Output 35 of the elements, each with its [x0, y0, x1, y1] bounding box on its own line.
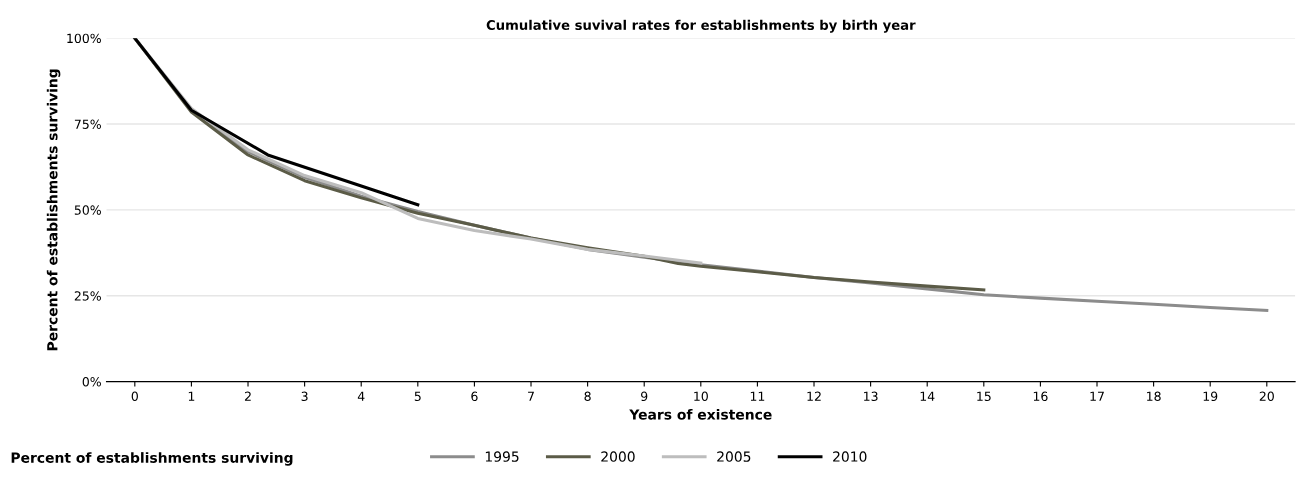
x-tick-label: 6	[471, 391, 478, 401]
x-tick-label: 19	[1203, 391, 1218, 401]
legend-label: 2005	[717, 451, 751, 462]
x-tick-label: 17	[1090, 391, 1104, 401]
text: Percent of establishments surviving	[11, 452, 293, 466]
x-tick-label: 1	[188, 391, 195, 401]
x-tick-label: 9	[641, 391, 648, 401]
y-tick-label: 0%	[82, 377, 101, 387]
x-tick-label: 11	[750, 391, 765, 401]
line-series	[133, 38, 420, 207]
x-tick-label: 12	[807, 391, 821, 401]
x-tick-label: 16	[1033, 391, 1048, 401]
y-tick-label: 75%	[74, 119, 101, 129]
x-tick-label: 18	[1147, 391, 1161, 401]
legend-label: 2000	[601, 451, 635, 462]
x-tick-label: 7	[528, 391, 534, 401]
y-tick-label: 100%	[67, 33, 101, 44]
x-tick-label: 2	[244, 391, 251, 401]
x-tick-label: 14	[920, 391, 935, 401]
y-tick-label: 25%	[74, 291, 101, 301]
x-tick-label: 3	[301, 391, 308, 401]
x-tick-label: 15	[977, 391, 991, 401]
x-tick-label: 5	[414, 391, 421, 401]
y-tick-label: 50%	[74, 205, 101, 215]
x-tick-label: 13	[864, 391, 878, 401]
x-tick-label: 20	[1259, 391, 1274, 401]
x-tick-label: 10	[694, 391, 708, 401]
x-axis-title: Years of existence	[629, 408, 772, 420]
legend-label: 1995	[485, 451, 519, 462]
legend-label: 2010	[833, 451, 867, 462]
x-tick-label: 4	[357, 391, 365, 401]
x-tick-label: 0	[131, 391, 138, 401]
chart-title: Cumulative suvival rates for establishments by birth year	[486, 19, 916, 33]
y-axis-title: Percent of establishments surviving	[46, 69, 61, 351]
x-tick-label: 8	[584, 391, 591, 401]
